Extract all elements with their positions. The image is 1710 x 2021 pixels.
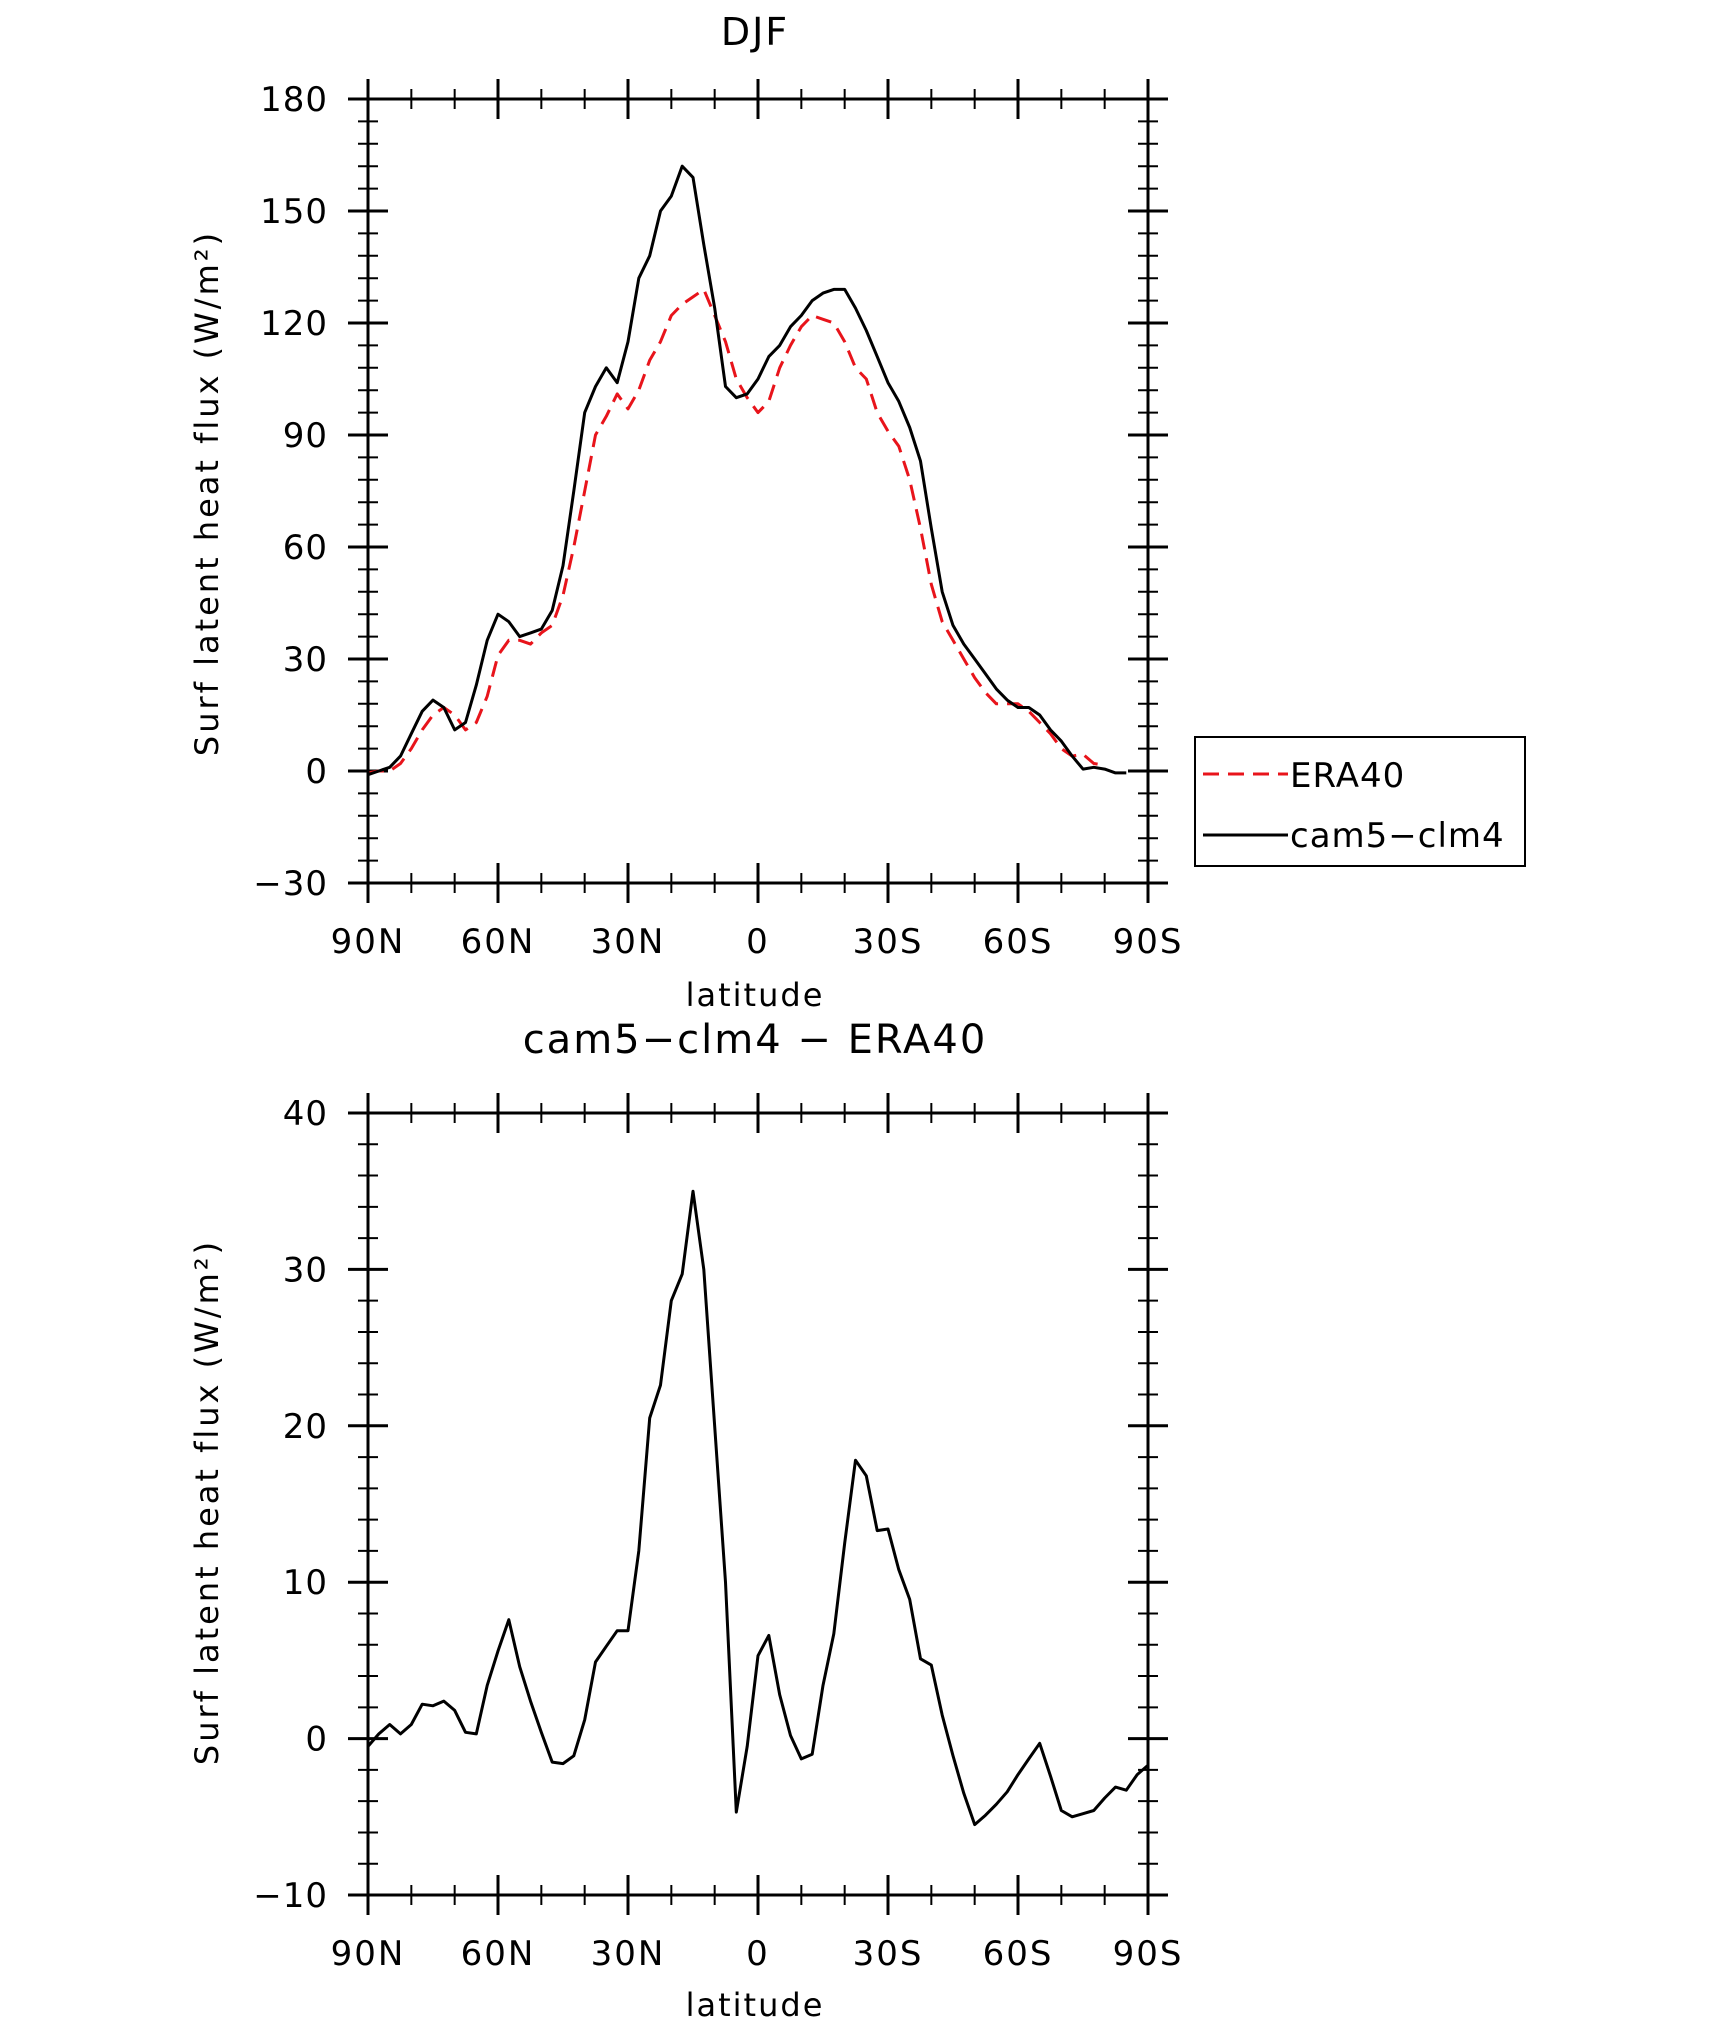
x-tick-labels: 90N 60N 30N 0 30S 60S 90S: [331, 1934, 1184, 1974]
y-tick-labels: −30 0 30 60 90 120 150 180: [253, 80, 328, 904]
x-tick-label: 30S: [853, 1934, 924, 1974]
x-tick-label: 90N: [331, 922, 406, 962]
series-line-era40: [367, 287, 1105, 775]
x-tick-label: 30N: [591, 1934, 666, 1974]
plot-frame: [366, 97, 1150, 885]
x-tick-label: 90S: [1113, 1934, 1184, 1974]
y-tick-label: 150: [260, 192, 328, 232]
x-tick-label: 30N: [591, 922, 666, 962]
y-tick-label: 40: [283, 1094, 328, 1134]
legend-label-era40: ERA40: [1290, 756, 1405, 796]
legend: ERA40 cam5−clm4: [1194, 736, 1526, 867]
chart-title: DJF: [721, 10, 789, 54]
x-tick-labels: 90N 60N 30N 0 30S 60S 90S: [331, 922, 1184, 962]
y-axis-label: Surf latent heat flux (W/m²): [188, 1239, 226, 1765]
y-tick-labels: −10 0 10 20 30 40: [253, 1094, 328, 1916]
x-tick-label: 60S: [983, 1934, 1054, 1974]
x-tick-label: 60N: [461, 922, 536, 962]
y-tick-label: 10: [283, 1563, 328, 1603]
x-tick-label: 60N: [461, 1934, 536, 1974]
panel-djf: DJF Surf latent heat flux (W/m²) latitud…: [188, 10, 1184, 1014]
chart-title: cam5−clm4 − ERA40: [523, 1017, 988, 1063]
y-tick-label: 90: [283, 416, 328, 456]
axis-ticks: [348, 1093, 1168, 1915]
x-tick-label: 90S: [1113, 922, 1184, 962]
x-tick-label: 60S: [983, 922, 1054, 962]
y-tick-label: −10: [253, 1876, 328, 1916]
legend-box: [1194, 736, 1526, 867]
y-tick-label: 0: [305, 752, 328, 792]
axis-ticks: [348, 79, 1168, 903]
y-tick-label: 0: [305, 1720, 328, 1760]
y-tick-label: −30: [253, 864, 328, 904]
series-lines: [366, 1189, 1149, 1827]
legend-label-cam5-clm4: cam5−clm4: [1290, 816, 1505, 856]
y-tick-label: 180: [260, 80, 328, 120]
y-tick-label: 30: [283, 640, 328, 680]
x-tick-label: 90N: [331, 1934, 406, 1974]
x-tick-label: 0: [746, 1934, 770, 1974]
y-tick-label: 20: [283, 1407, 328, 1447]
y-axis-label: Surf latent heat flux (W/m²): [188, 230, 226, 756]
plot-frame: [366, 1111, 1150, 1897]
panel-difference: cam5−clm4 − ERA40 Surf latent heat flux …: [188, 1017, 1184, 2021]
x-axis-label: latitude: [686, 1986, 825, 2021]
x-axis-label: latitude: [686, 976, 825, 1014]
y-tick-label: 120: [260, 304, 328, 344]
series-line-cam5-clm4: [367, 164, 1127, 777]
x-tick-label: 0: [746, 922, 770, 962]
y-tick-label: 60: [283, 528, 328, 568]
series-lines: [367, 164, 1127, 777]
x-tick-label: 30S: [853, 922, 924, 962]
series-line-difference: [366, 1189, 1149, 1827]
y-tick-label: 30: [283, 1250, 328, 1290]
